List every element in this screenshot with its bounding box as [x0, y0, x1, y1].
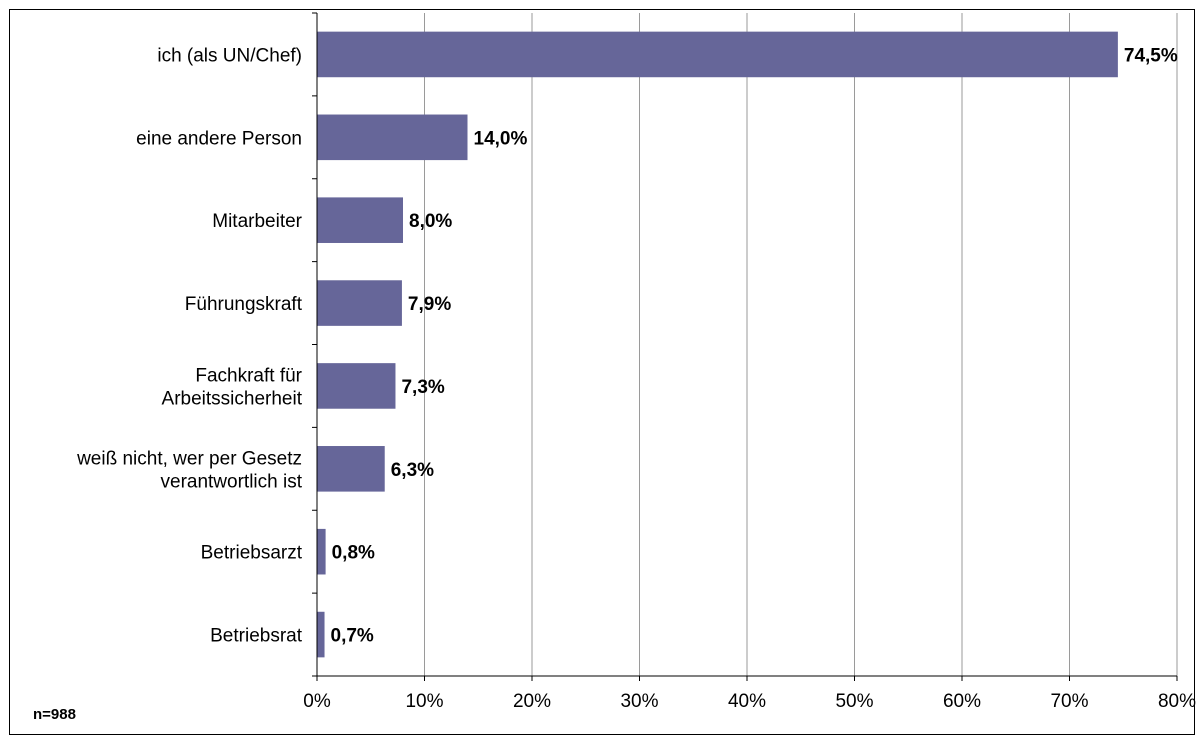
data-label: 7,9% [408, 294, 451, 315]
x-tick-label: 80% [1158, 691, 1196, 712]
x-tick-label: 50% [835, 691, 873, 712]
x-tick-label: 40% [728, 691, 766, 712]
category-label: Betriebsarzt [201, 543, 303, 564]
sample-size-note: n=988 [33, 706, 76, 723]
data-label: 6,3% [391, 460, 434, 481]
bar [317, 114, 468, 161]
bar [317, 31, 1118, 78]
data-label: 7,3% [401, 377, 444, 398]
bar [317, 611, 325, 658]
x-tick-label: 0% [303, 691, 331, 712]
category-label: Mitarbeiter [212, 211, 302, 232]
x-tick-label: 30% [620, 691, 658, 712]
data-label: 0,7% [331, 626, 374, 647]
data-label: 8,0% [409, 211, 452, 232]
bar [317, 528, 326, 575]
data-label: 0,8% [332, 543, 375, 564]
bar [317, 363, 396, 409]
x-tick-label: 10% [405, 691, 443, 712]
x-tick-label: 60% [943, 691, 981, 712]
bar [317, 446, 385, 492]
x-tick-label: 70% [1050, 691, 1088, 712]
chart-frame [9, 9, 1195, 735]
data-label: 74,5% [1124, 45, 1178, 66]
category-label: Betriebsrat [210, 626, 303, 647]
bar [317, 197, 403, 243]
category-label: eine andere Person [136, 128, 302, 149]
bar [317, 280, 402, 326]
x-tick-label: 20% [513, 691, 551, 712]
category-label: Führungskraft [185, 294, 303, 315]
category-label: weiß nicht, wer per Gesetz verantwortlich… [76, 448, 303, 492]
category-label: Fachkraft für Arbeitssicherheit [162, 365, 303, 409]
category-label: ich (als UN/Chef) [157, 45, 302, 66]
data-label: 14,0% [474, 128, 528, 149]
